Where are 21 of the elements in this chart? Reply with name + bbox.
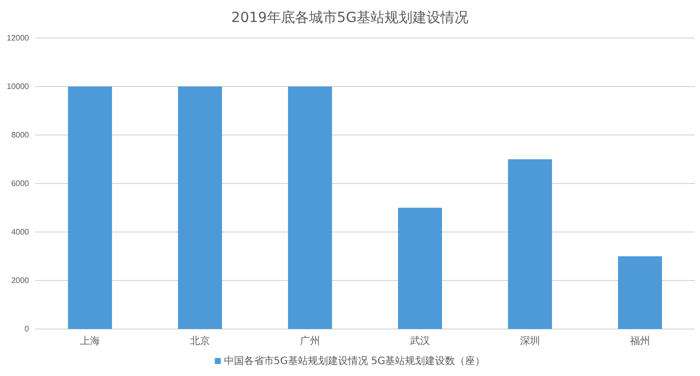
bar: [288, 86, 332, 329]
bar: [508, 159, 552, 329]
x-tick-label: 广州: [300, 335, 320, 348]
y-tick-label: 0: [24, 324, 30, 334]
x-tick-label: 福州: [630, 335, 650, 348]
x-tick-label: 武汉: [410, 335, 430, 348]
y-tick-label: 6000: [11, 179, 30, 188]
bar: [68, 86, 112, 329]
bar: [178, 86, 222, 329]
y-tick-label: 2000: [11, 276, 30, 286]
y-tick-label: 8000: [11, 130, 30, 140]
bar: [398, 208, 442, 329]
x-tick-label: 深圳: [520, 335, 540, 348]
x-tick-label: 上海: [80, 335, 100, 348]
bar: [618, 256, 662, 329]
chart-title: 2019年底各城市5G基站规划建设情况: [231, 10, 469, 26]
x-tick-label: 北京: [190, 335, 210, 348]
y-tick-label: 4000: [11, 228, 30, 237]
y-tick-label: 10000: [6, 82, 30, 92]
legend-label: 中国各省市5G基站规划建设情况 5G基站规划建设数（座）: [224, 355, 486, 367]
y-tick-label: 12000: [6, 34, 30, 43]
